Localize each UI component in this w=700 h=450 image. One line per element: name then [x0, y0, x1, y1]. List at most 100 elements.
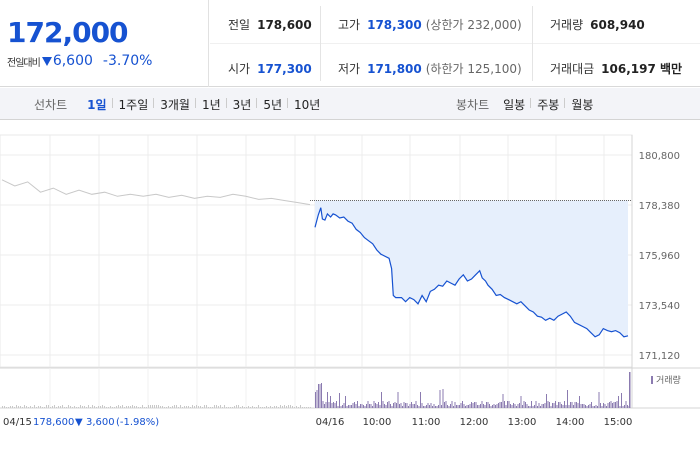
stat-value: 608,940 [590, 18, 645, 32]
tab-1w[interactable]: 1주일 [111, 96, 155, 113]
volume-bar [60, 406, 61, 408]
tab-daily-candle[interactable]: 일봉 [503, 97, 526, 112]
volume-bar [604, 404, 606, 408]
stat-label: 거래량 [550, 18, 584, 32]
volume-bar [385, 405, 387, 408]
volume-bar [210, 407, 211, 408]
volume-bar [2, 406, 3, 408]
volume-bar [606, 406, 607, 408]
volume-bar [568, 405, 570, 408]
volume-bar [598, 392, 600, 408]
volume-bar [435, 406, 436, 408]
volume-bar [12, 406, 13, 408]
prev-day-date: 04/15 [3, 417, 32, 428]
volume-bar [290, 405, 291, 408]
volume-bar [534, 405, 535, 408]
volume-bar [208, 407, 209, 408]
volume-bar [412, 404, 414, 408]
volume-bar [248, 406, 249, 408]
tab-1y[interactable]: 1년 [194, 96, 227, 113]
volume-bar [381, 392, 382, 408]
y-tick-label: 173,540 [639, 301, 680, 312]
volume-bar [486, 402, 487, 408]
x-tick-label: 10:00 [363, 417, 392, 428]
tab-1d[interactable]: 1일 [87, 97, 107, 112]
volume-bar [570, 402, 571, 408]
volume-bar [86, 407, 87, 408]
volume-bar [136, 406, 137, 408]
volume-bar [6, 407, 7, 408]
chart-svg: 180,800 178,380 175,960 173,540 171,120 04/1… [0, 134, 700, 428]
volume-bar [324, 404, 325, 408]
price-summary: 172,000 전일대비 6,600 -3.70% 전일 178,600 고가 … [0, 0, 700, 87]
volume-bar [484, 405, 486, 408]
stat-prev-close: 전일 178,600 [228, 16, 312, 33]
volume-bar [325, 402, 327, 408]
volume-bar [498, 403, 499, 408]
volume-bar [306, 407, 307, 408]
volume-bar [588, 405, 589, 408]
volume-bar [88, 405, 89, 408]
volume-bar [264, 407, 265, 408]
volume-bar [622, 406, 624, 408]
volume-bar [152, 405, 153, 408]
volume-bar [120, 406, 121, 408]
volume-bar [609, 402, 610, 408]
volume-bar [514, 404, 516, 408]
volume-bar [547, 401, 549, 408]
volume-bar [170, 407, 171, 408]
volume-bar [34, 405, 35, 408]
volume-bar [615, 402, 616, 408]
volume-bar [110, 406, 111, 408]
volume-bar [510, 404, 511, 408]
volume-bar [438, 405, 439, 408]
volume-bar [537, 406, 538, 408]
tab-monthly-candle[interactable]: 월봉 [564, 96, 599, 113]
volume-bar [430, 403, 432, 408]
line-chart-tabs: 선차트 1일 1주일 3개월 1년 3년 5년 10년 [34, 88, 326, 120]
volume-bar [391, 406, 393, 408]
tab-3m[interactable]: 3개월 [153, 96, 196, 113]
volume-bar [441, 405, 442, 408]
tab-3y[interactable]: 3년 [225, 96, 258, 113]
volume-bar [186, 406, 187, 408]
volume-bar [138, 407, 139, 408]
volume-bar [298, 407, 299, 408]
tab-weekly-candle[interactable]: 주봉 [530, 96, 565, 113]
volume-bar [96, 407, 97, 408]
volume-bar [382, 401, 384, 408]
volume-bar [128, 406, 129, 408]
volume-bar [505, 405, 507, 408]
chart-tab-bar: 선차트 1일 1주일 3개월 1년 3년 5년 10년 봉차트 일봉 주봉 월봉 [0, 88, 700, 120]
volume-bars [2, 372, 631, 408]
stat-value: 178,600 [257, 18, 312, 32]
volume-bar [366, 404, 367, 408]
candle-chart-tabs: 봉차트 일봉 주봉 월봉 [456, 88, 599, 120]
volume-bar [549, 402, 550, 408]
volume-bar [589, 404, 591, 408]
volume-bar [597, 406, 598, 408]
volume-bar [112, 407, 113, 408]
volume-bar [559, 402, 561, 408]
volume-bar [242, 406, 243, 408]
stat-label: 거래대금 [550, 62, 595, 76]
change-line: 전일대비 6,600 -3.70% [7, 53, 152, 69]
volume-bar [262, 407, 263, 408]
volume-bar [610, 401, 612, 408]
volume-bar [72, 407, 73, 408]
volume-bar [373, 401, 375, 408]
volume-bar [396, 403, 397, 408]
volume-bar [565, 405, 567, 408]
tab-10y[interactable]: 10년 [287, 96, 326, 113]
volume-bar [64, 407, 65, 408]
tab-5y[interactable]: 5년 [256, 96, 288, 113]
volume-bar [68, 405, 69, 408]
volume-bar [240, 407, 241, 408]
intraday-chart[interactable]: 180,800 178,380 175,960 173,540 171,120 04/1… [0, 121, 700, 450]
volume-bar [601, 406, 603, 408]
volume-bar [220, 405, 221, 408]
volume-bar [48, 405, 49, 408]
volume-bar [592, 406, 594, 408]
volume-bar [114, 407, 115, 408]
volume-bar [573, 405, 574, 408]
